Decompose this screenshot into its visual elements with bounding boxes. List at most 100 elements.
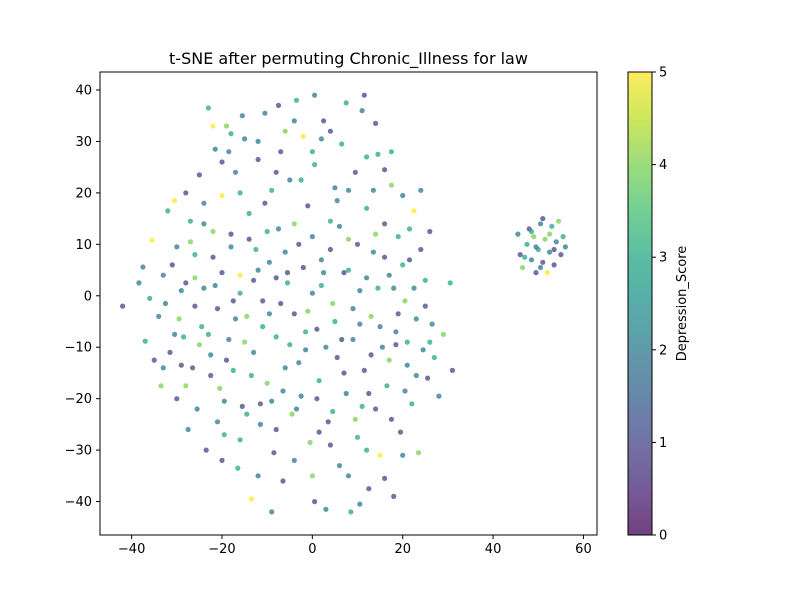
colorbar-tick-label: 1 — [659, 436, 667, 451]
data-point — [266, 311, 272, 317]
data-point — [298, 177, 304, 183]
data-point — [343, 390, 349, 397]
data-point — [156, 313, 162, 319]
data-point — [327, 246, 333, 253]
data-point — [239, 403, 245, 409]
data-point — [140, 264, 146, 270]
data-point — [540, 216, 546, 222]
y-tick-label: −30 — [65, 444, 92, 459]
data-point — [350, 306, 356, 312]
data-point — [282, 128, 288, 134]
data-point — [278, 149, 284, 155]
data-point — [273, 334, 279, 340]
data-point — [321, 270, 327, 276]
data-point — [298, 393, 304, 399]
data-point — [300, 133, 306, 139]
data-point — [406, 226, 413, 232]
colorbar-tick-label: 5 — [659, 66, 667, 81]
data-point — [303, 347, 309, 353]
colorbar-tick-label: 2 — [659, 343, 667, 358]
data-point — [370, 249, 376, 255]
data-point — [422, 277, 428, 283]
data-point — [553, 239, 559, 245]
y-tick-label: −10 — [65, 341, 92, 356]
data-point — [391, 493, 397, 499]
data-point — [237, 190, 243, 196]
data-point — [223, 357, 230, 363]
data-point — [537, 264, 544, 271]
data-point — [386, 357, 392, 363]
data-point — [354, 241, 361, 247]
data-point — [226, 149, 232, 155]
y-tick-label: 30 — [75, 135, 92, 150]
data-point — [178, 362, 184, 368]
data-point — [228, 131, 234, 137]
data-point — [289, 411, 295, 417]
data-point — [232, 316, 239, 322]
data-point — [282, 365, 288, 371]
data-point — [361, 367, 367, 373]
data-point — [273, 275, 279, 281]
data-point — [431, 354, 437, 361]
data-point — [334, 354, 340, 361]
data-point — [427, 339, 433, 345]
data-point — [257, 421, 263, 427]
data-point — [382, 475, 388, 481]
y-tick-label: 0 — [84, 289, 92, 304]
data-point — [318, 257, 324, 263]
data-point — [217, 385, 223, 391]
data-point — [318, 136, 324, 142]
data-point — [533, 244, 539, 250]
data-point — [357, 321, 363, 327]
data-point — [327, 218, 333, 224]
data-point — [162, 300, 169, 307]
data-point — [368, 313, 374, 319]
data-point — [375, 285, 381, 291]
data-point — [284, 270, 291, 276]
data-point — [366, 486, 372, 492]
data-point — [248, 496, 254, 502]
data-point — [522, 254, 528, 260]
data-point — [425, 375, 431, 381]
data-point — [305, 203, 311, 209]
data-point — [336, 463, 343, 469]
data-point — [336, 223, 343, 229]
colorbar-label: Depression_Score — [675, 246, 690, 362]
data-point — [411, 208, 417, 214]
data-point — [334, 198, 340, 204]
data-point — [339, 336, 345, 343]
data-point — [402, 388, 408, 394]
data-point — [255, 267, 261, 273]
data-point — [203, 447, 209, 453]
data-point — [242, 136, 248, 142]
data-point — [287, 342, 293, 348]
data-point — [284, 280, 291, 286]
data-point — [273, 426, 279, 433]
data-point — [208, 352, 214, 358]
colorbar-tick-label: 4 — [659, 158, 667, 173]
data-point — [228, 231, 234, 237]
data-point — [291, 457, 297, 463]
x-tick-label: 40 — [485, 542, 502, 557]
data-point — [373, 120, 379, 126]
y-tick-label: −20 — [65, 392, 92, 407]
data-point — [219, 192, 225, 199]
data-point — [359, 403, 365, 409]
data-point — [280, 388, 286, 394]
x-tick-label: 0 — [308, 542, 316, 557]
colorbar-tick-label: 0 — [659, 529, 667, 544]
data-point — [440, 331, 446, 337]
data-point — [384, 383, 390, 389]
data-point — [278, 300, 284, 307]
data-point — [316, 378, 322, 384]
data-point — [169, 262, 175, 268]
data-point — [348, 509, 354, 515]
data-point — [201, 285, 207, 291]
x-tick-label: 60 — [575, 542, 592, 557]
data-point — [345, 187, 352, 193]
data-point — [300, 264, 306, 271]
data-point — [275, 102, 282, 108]
colorbar-ticks: 0 1 2 3 4 5 — [652, 66, 667, 544]
data-point — [359, 108, 365, 114]
data-point — [323, 506, 329, 512]
